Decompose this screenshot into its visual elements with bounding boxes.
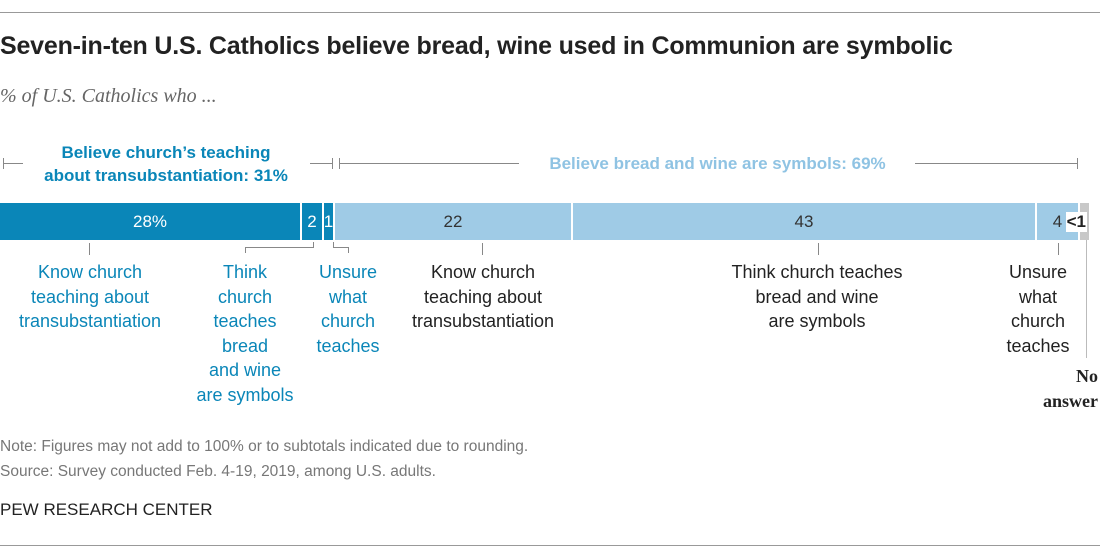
segment-label-line: what xyxy=(328,286,368,307)
leader-line xyxy=(89,243,90,255)
segment-label-line: transubstantiation xyxy=(411,311,555,331)
segment-label-line: Think church teaches xyxy=(731,262,903,282)
leader-line xyxy=(818,243,819,255)
segment-label: Unsure what church teaches xyxy=(248,260,448,358)
bracket-line xyxy=(310,163,332,164)
segment-label-line: are symbols xyxy=(196,384,294,405)
segment-label: Unsure what church teaches xyxy=(938,260,1100,358)
chart-subtitle: % of U.S. Catholics who ... xyxy=(0,85,217,107)
bracket-end xyxy=(332,158,333,169)
segment-label: Know church teaching about transubstantiat… xyxy=(0,260,190,334)
segment-label-line: Unsure xyxy=(318,262,378,282)
bar-segment: 43 xyxy=(573,203,1037,240)
leader-bracket xyxy=(333,247,348,248)
bottom-rule xyxy=(0,545,1100,546)
top-rule xyxy=(0,12,1100,13)
bar-segment: 1 xyxy=(324,203,335,240)
segment-label-line: teaches xyxy=(213,311,277,331)
segment-label-line: what xyxy=(1018,286,1058,307)
segment-label-line: are symbols xyxy=(768,311,866,331)
segment-label-line: teaches xyxy=(316,335,380,356)
bar-segment: 28% xyxy=(0,203,302,240)
segment-label: Think church teaches bread and wine are sy… xyxy=(717,260,917,334)
segment-label-line: bread and wine xyxy=(755,286,879,307)
brand-label: PEW RESEARCH CENTER xyxy=(0,500,213,519)
source: Source: Survey conducted Feb. 4-19, 2019… xyxy=(0,463,436,480)
bar-segment: <1 xyxy=(1065,203,1091,240)
segment-label-line: and wine xyxy=(208,360,282,380)
segment-label: No answer xyxy=(898,364,1098,413)
segment-label-line: Unsure xyxy=(1008,262,1068,282)
segment-label-line: teaches xyxy=(1006,335,1070,356)
data-label: 28% xyxy=(132,211,168,231)
leader-line xyxy=(1058,243,1059,255)
segment-label-line: No xyxy=(1076,366,1098,386)
segment-label-line: Think xyxy=(222,262,267,282)
leader-line xyxy=(245,247,246,253)
segment-label-line: teaching about xyxy=(423,286,543,307)
bar-segment: 22 xyxy=(335,203,573,240)
bracket-line xyxy=(915,163,1077,164)
segment-label-line: Know church xyxy=(430,262,536,282)
leader-line xyxy=(1086,240,1087,358)
segment-label-line: transubstantiation xyxy=(18,311,162,331)
leader-line xyxy=(333,242,334,248)
segment-label-line: answer xyxy=(1043,390,1098,411)
data-label: 1 xyxy=(323,211,334,231)
group-label-line: Believe church’s teaching xyxy=(61,143,271,162)
data-label: 2 xyxy=(307,211,317,231)
leader-line xyxy=(313,242,314,248)
bar-segment: 2 xyxy=(302,203,324,240)
leader-line xyxy=(482,243,483,255)
segment-label-line: church xyxy=(217,286,273,307)
bracket-line xyxy=(339,163,519,164)
segment-label-line: Know church xyxy=(37,262,143,282)
data-label: 43 xyxy=(794,211,814,231)
data-label: 4 xyxy=(1052,211,1063,231)
chart-title: Seven-in-ten U.S. Catholics believe brea… xyxy=(0,32,953,60)
segment-label-line: teaching about xyxy=(30,286,150,307)
data-label: 22 xyxy=(443,211,463,231)
note: Note: Figures may not add to 100% or to … xyxy=(0,438,529,455)
segment-label-line: church xyxy=(1010,311,1066,331)
leader-line xyxy=(348,247,349,253)
segment-label-line: church xyxy=(320,311,376,331)
data-label: <1 xyxy=(1065,211,1087,232)
group-label-symbols: Believe bread and wine are symbols: 69% xyxy=(549,154,886,173)
segment-label-line: bread xyxy=(221,335,269,356)
group-label-believe: Believe church’s teaching about transubs… xyxy=(30,141,302,187)
group-label-line: about transubstantiation: 31% xyxy=(44,166,288,185)
segment-label: Think church teaches bread and wine are symbo… xyxy=(145,260,345,407)
bracket-end xyxy=(1077,158,1078,169)
bracket-end xyxy=(3,158,4,169)
leader-bracket xyxy=(245,247,313,248)
segment-label: Know church teaching about transubstantiat… xyxy=(383,260,583,334)
bracket-line xyxy=(3,163,23,164)
